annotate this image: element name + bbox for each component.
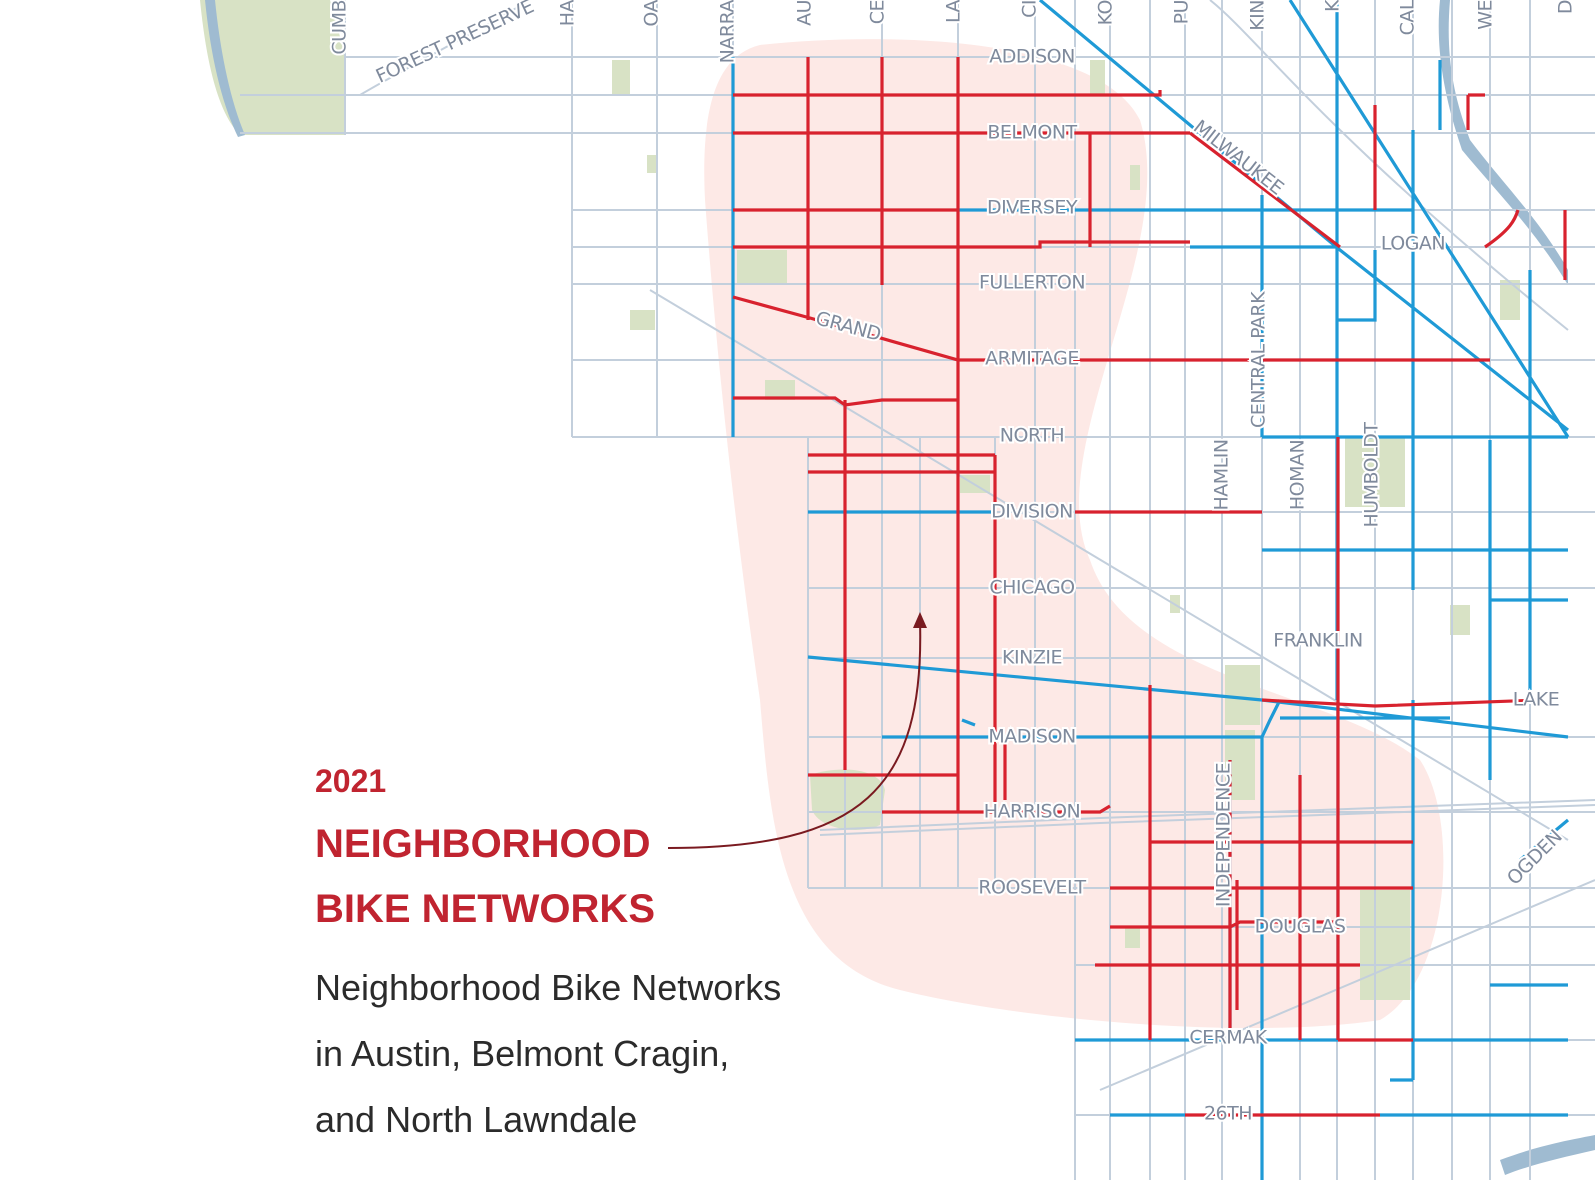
park — [737, 250, 787, 285]
park — [612, 60, 630, 96]
street-label: CE — [867, 0, 889, 24]
street-label: CERMAK — [1189, 1027, 1267, 1049]
street-label: D — [1555, 0, 1577, 14]
street-label: HARRISON — [984, 801, 1081, 823]
street-label: WE — [1475, 0, 1497, 30]
park — [765, 380, 795, 400]
street-label: INDEPENDENCE — [1213, 763, 1235, 907]
park — [1500, 280, 1520, 320]
street-label: NORTH — [1000, 425, 1064, 447]
network-area — [704, 39, 1444, 1029]
park — [1360, 890, 1410, 1000]
street-label: CENTRAL PARK — [1248, 291, 1270, 428]
street-label: CUMB — [329, 0, 351, 55]
street-label: FOREST PRESERVE — [373, 0, 537, 88]
street-label: FRANKLIN — [1273, 630, 1362, 652]
park — [200, 0, 345, 135]
street-label: HA — [557, 0, 579, 26]
street-label: MADISON — [988, 726, 1075, 748]
street-label: 26TH — [1204, 1103, 1252, 1125]
street-label: CHICAGO — [989, 577, 1074, 599]
park — [630, 310, 655, 330]
street — [359, 0, 1595, 1091]
street-label: BELMONT — [987, 122, 1077, 144]
pointer-arrow — [667, 619, 922, 849]
annotation-description: and North Lawndale — [315, 1099, 637, 1140]
park — [810, 769, 885, 830]
street-label: ADDISON — [989, 46, 1075, 68]
street-label: OGDEN — [1503, 826, 1567, 890]
annotation-year: 2021 — [315, 763, 386, 799]
street-label: OA — [641, 0, 663, 27]
street-label: DIVISION — [991, 501, 1073, 523]
street-label: DOUGLAS — [1255, 916, 1346, 938]
river — [205, 0, 1595, 1175]
street-label: FULLERTON — [979, 272, 1085, 294]
street-label: K — [1322, 0, 1344, 12]
street-label: KINZIE — [1002, 647, 1062, 669]
annotation-description: Neighborhood Bike Networks — [315, 967, 781, 1008]
street-label: HOMAN — [1287, 440, 1309, 510]
street-label: ARMITAGE — [985, 348, 1079, 370]
street-label: HAMLIN — [1211, 439, 1233, 510]
park — [1090, 60, 1105, 95]
annotation-title: NEIGHBORHOOD — [315, 822, 651, 866]
street-label: DIVERSEY — [987, 197, 1078, 219]
street-label: LA — [943, 0, 965, 23]
arrow-head — [913, 612, 927, 628]
neighborhood-route — [732, 57, 1567, 1117]
street-label: KO — [1095, 0, 1117, 25]
street-label: LAKE — [1513, 689, 1559, 711]
street — [819, 799, 1595, 836]
top-edge-labels: CUMB HA OA NARRA AU CE LA CI KO PU KIN K CAL WE D — [327, 0, 1579, 65]
street-label: AU — [794, 0, 816, 26]
street-label: KIN — [1247, 0, 1269, 31]
street-label: PU — [1171, 0, 1193, 24]
park — [647, 155, 657, 173]
annotation-description: in Austin, Belmont Cragin, — [315, 1033, 729, 1074]
park — [1225, 665, 1260, 725]
annotation-title: BIKE NETWORKS — [315, 887, 655, 931]
street-label: MILWAUKEE — [1189, 116, 1287, 200]
park — [1130, 165, 1140, 190]
street-label: HUMBOLDT — [1361, 422, 1383, 528]
park — [1125, 928, 1140, 948]
street-label: CI — [1019, 0, 1041, 18]
neighborhood-route — [732, 57, 1567, 1117]
park — [1450, 605, 1470, 635]
street-label: NARRA — [717, 0, 739, 63]
street-label: LOGAN — [1381, 233, 1445, 255]
street-label: CAL — [1397, 0, 1419, 35]
street-label: ROOSEVELT — [978, 877, 1086, 899]
